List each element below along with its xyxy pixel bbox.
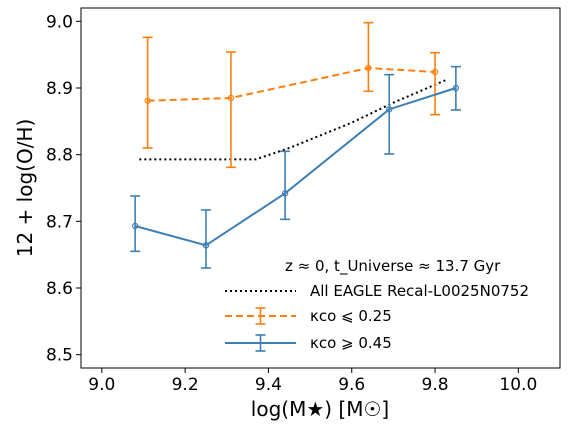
legend-label: κco ⩾ 0.45 (310, 334, 392, 352)
axis-ticks: 9.0 9.2 9.4 9.6 9.8 10.0 8.5 8.6 8.7 8.8 8.9 9.0 (46, 12, 537, 395)
y-axis-label: 12 + log(O/H) (13, 119, 37, 258)
series-1 (142, 21, 441, 169)
data-point (144, 97, 151, 104)
plot-area (80, 7, 561, 369)
data-point (452, 84, 460, 92)
legend-label: κco ⩽ 0.25 (310, 307, 392, 325)
legend-item-1: κco ⩽ 0.25 (225, 307, 392, 325)
series-line (147, 66, 436, 102)
x-tick-label: 9.0 (88, 375, 115, 395)
series-layer (130, 21, 461, 269)
x-axis-label: log(M★) [M☉] (251, 397, 389, 421)
series-0 (139, 78, 448, 161)
series-2 (130, 65, 461, 269)
data-point (131, 222, 139, 230)
y-tick-label: 8.7 (46, 212, 73, 232)
legend-item-0: All EAGLE Recal-L0025N0752 (225, 282, 529, 300)
data-point (431, 68, 439, 76)
x-tick-label: 10.0 (499, 375, 537, 395)
legend-item-2: κco ⩾ 0.45 (225, 334, 392, 352)
data-point (281, 190, 289, 197)
y-tick-label: 8.8 (46, 146, 73, 166)
y-tick-label: 8.5 (46, 346, 73, 366)
x-tick-label: 9.2 (172, 375, 199, 395)
legend-label: All EAGLE Recal-L0025N0752 (310, 282, 529, 300)
legend: All EAGLE Recal-L0025N0752 κco ⩽ 0.25 κco … (225, 282, 529, 352)
data-point (227, 94, 235, 102)
y-tick-label: 8.6 (46, 279, 73, 299)
y-tick-label: 9.0 (46, 12, 73, 32)
x-tick-label: 9.4 (255, 375, 282, 395)
x-tick-label: 9.8 (422, 375, 449, 395)
y-tick-label: 8.9 (46, 79, 73, 99)
chart-annotation: z ≈ 0, t_Universe ≈ 13.7 Gyr (285, 257, 501, 276)
series-line (139, 78, 448, 161)
x-tick-label: 9.6 (338, 375, 365, 395)
data-point (386, 106, 393, 113)
data-point (365, 64, 372, 72)
data-point (202, 242, 210, 249)
